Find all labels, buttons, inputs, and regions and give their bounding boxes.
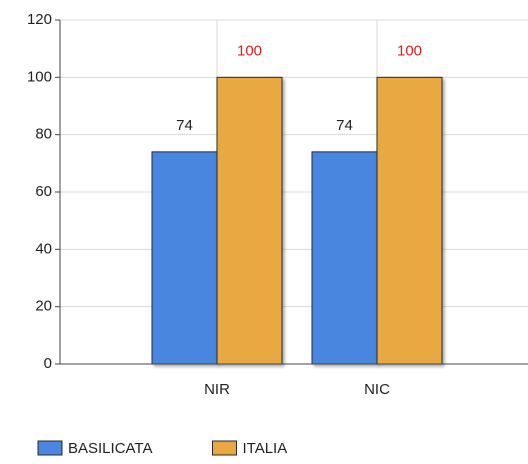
bar [216, 76, 283, 365]
y-tick-label: 80 [35, 126, 52, 143]
legend-label: BASILICATA [68, 440, 152, 457]
data-label: 74 [336, 117, 353, 134]
y-tick-label: 40 [35, 240, 52, 257]
y-tick-label: 120 [27, 11, 52, 28]
legend-swatch [37, 440, 63, 456]
data-label: 100 [397, 42, 422, 59]
x-tick-label: NIC [364, 381, 390, 398]
y-tick-label: 0 [44, 355, 52, 372]
bar [311, 151, 378, 365]
bar [376, 76, 443, 365]
y-tick-label: 20 [35, 298, 52, 315]
bar [151, 151, 218, 365]
legend-swatch [211, 440, 237, 456]
y-tick-label: 100 [27, 68, 52, 85]
y-tick-label: 60 [35, 183, 52, 200]
legend-label: ITALIA [242, 440, 287, 457]
data-label: 74 [176, 117, 193, 134]
x-tick-label: NIR [204, 381, 230, 398]
data-label: 100 [237, 42, 262, 59]
